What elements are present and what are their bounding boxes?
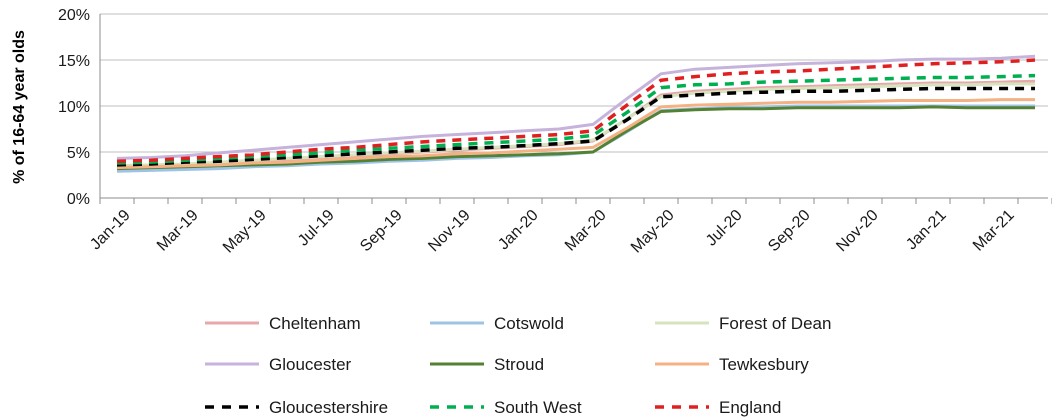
legend-label: Forest of Dean [719,314,831,333]
legend: Cheltenham Cotswold Forest of Dean Gloucest… [205,314,831,417]
legend-label: South West [494,398,582,417]
legend-label: Gloucester [269,355,352,374]
legend-label: Stroud [494,355,544,374]
x-tick-label: Mar-21 [970,207,1018,255]
y-tick-label: 5% [67,145,90,162]
series-line-forest-of-dean [116,82,1035,168]
x-tick-label: Nov-19 [425,207,474,256]
y-axis-tick-labels: 0% 5% 10% 15% 20% [58,7,90,208]
series-lines [116,54,1036,173]
x-tick-label: Jan-19 [87,207,134,254]
y-tick-label: 0% [67,191,90,208]
y-tick-label: 15% [58,53,90,70]
x-tick-label: May-20 [628,207,678,257]
x-tick-label: Sep-19 [357,207,406,256]
legend-label: England [719,398,781,417]
series-line-tewkesbury [116,98,1035,170]
x-tick-label: Jan-20 [495,207,542,254]
legend-label: Cheltenham [269,314,361,333]
legend-label: Tewkesbury [719,355,809,374]
series-line-gloucester [116,54,1036,160]
series-line-england [116,58,1036,163]
y-tick-label: 20% [58,7,90,24]
y-axis-label: % of 16-64 year olds [11,30,28,184]
x-axis-tick-labels: Jan-19 Mar-19 May-19 Jul-19 Sep-19 Nov-19 Jan-… [87,207,1018,257]
series-line-stroud [116,105,1035,171]
x-tick-label: Mar-19 [154,207,202,255]
x-tick-label: Nov-20 [833,207,882,256]
x-tick-label: Sep-20 [765,207,814,256]
legend-label: Cotswold [494,314,564,333]
x-tick-label: Mar-20 [562,207,610,255]
x-tick-label: Jul-19 [295,207,338,250]
x-tick-label: Jul-20 [703,207,746,250]
legend-label: Gloucestershire [269,398,388,417]
y-tick-label: 10% [58,99,90,116]
axes [99,14,1052,204]
x-tick-label: May-19 [220,207,270,257]
x-tick-label: Jan-21 [903,207,950,254]
